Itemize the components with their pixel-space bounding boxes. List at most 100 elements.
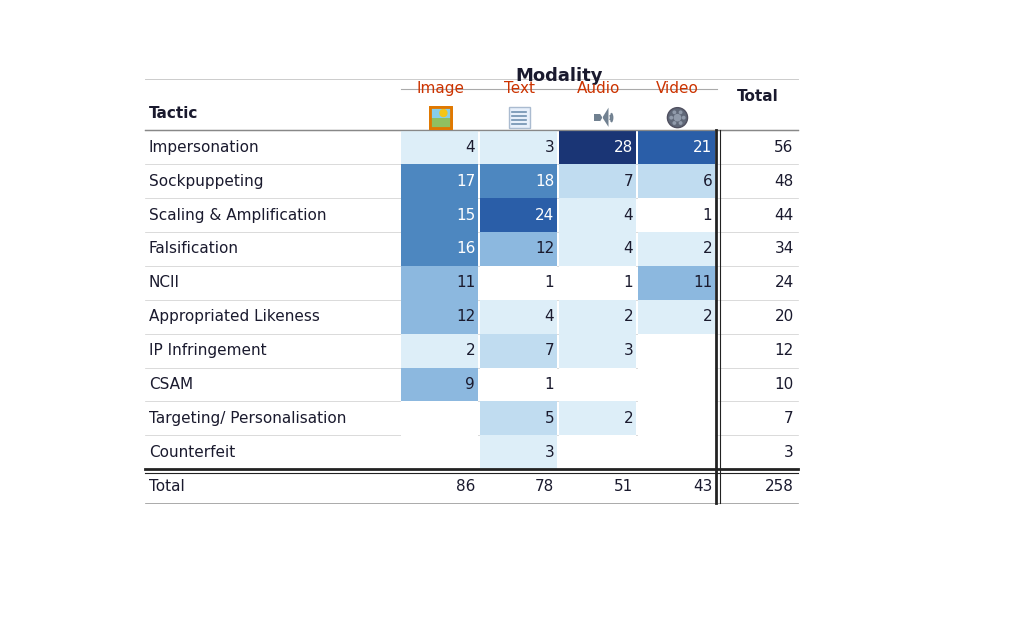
Circle shape bbox=[679, 110, 683, 114]
Text: Targeting/ Personalisation: Targeting/ Personalisation bbox=[148, 411, 346, 426]
Bar bbox=[638, 232, 716, 266]
Text: 2: 2 bbox=[624, 309, 633, 324]
Bar bbox=[638, 436, 716, 469]
Bar bbox=[559, 300, 636, 333]
Text: 6: 6 bbox=[702, 174, 713, 189]
Bar bbox=[480, 198, 557, 232]
Text: 12: 12 bbox=[456, 309, 475, 324]
Bar bbox=[430, 107, 451, 118]
Text: 4: 4 bbox=[624, 207, 633, 223]
Bar bbox=[509, 107, 529, 128]
Text: 86: 86 bbox=[456, 479, 475, 494]
Text: 1: 1 bbox=[624, 275, 633, 290]
Bar bbox=[638, 368, 716, 401]
Text: Video: Video bbox=[656, 81, 699, 96]
Text: 5: 5 bbox=[545, 411, 554, 426]
Bar bbox=[400, 266, 478, 300]
Bar bbox=[400, 198, 478, 232]
Text: 3: 3 bbox=[545, 140, 554, 155]
Bar bbox=[400, 131, 478, 164]
Text: Appropriated Likeness: Appropriated Likeness bbox=[148, 309, 319, 324]
Bar bbox=[400, 164, 478, 198]
Text: Image: Image bbox=[417, 81, 464, 96]
Text: 28: 28 bbox=[614, 140, 633, 155]
Bar bbox=[400, 232, 478, 266]
Text: 3: 3 bbox=[545, 444, 554, 460]
Text: 24: 24 bbox=[535, 207, 554, 223]
Circle shape bbox=[673, 110, 676, 114]
Bar bbox=[559, 401, 636, 436]
Bar bbox=[559, 232, 636, 266]
Text: 1: 1 bbox=[545, 275, 554, 290]
Bar bbox=[559, 198, 636, 232]
Circle shape bbox=[670, 116, 673, 120]
Text: 7: 7 bbox=[545, 343, 554, 358]
Bar bbox=[430, 118, 451, 128]
Bar bbox=[400, 300, 478, 333]
Text: 17: 17 bbox=[456, 174, 475, 189]
FancyBboxPatch shape bbox=[430, 107, 451, 128]
Text: 24: 24 bbox=[774, 275, 794, 290]
Text: IP Infringement: IP Infringement bbox=[148, 343, 266, 358]
Circle shape bbox=[674, 114, 681, 122]
Text: 21: 21 bbox=[693, 140, 713, 155]
Bar bbox=[480, 333, 557, 368]
Text: 258: 258 bbox=[765, 479, 794, 494]
Bar bbox=[480, 131, 557, 164]
Bar bbox=[480, 164, 557, 198]
Text: 34: 34 bbox=[774, 242, 794, 256]
Bar bbox=[638, 198, 716, 232]
Bar bbox=[559, 164, 636, 198]
Text: Text: Text bbox=[504, 81, 535, 96]
Text: 7: 7 bbox=[624, 174, 633, 189]
Circle shape bbox=[673, 121, 676, 125]
Text: Total: Total bbox=[148, 479, 184, 494]
Circle shape bbox=[682, 116, 686, 120]
Text: 12: 12 bbox=[774, 343, 794, 358]
Text: 78: 78 bbox=[535, 479, 554, 494]
Text: 1: 1 bbox=[702, 207, 713, 223]
Circle shape bbox=[679, 121, 683, 125]
Text: Impersonation: Impersonation bbox=[148, 140, 259, 155]
Text: Modality: Modality bbox=[515, 67, 603, 86]
Bar bbox=[480, 368, 557, 401]
Text: 4: 4 bbox=[545, 309, 554, 324]
Text: Audio: Audio bbox=[577, 81, 621, 96]
Text: 3: 3 bbox=[624, 343, 633, 358]
Bar bbox=[638, 300, 716, 333]
Bar bbox=[638, 401, 716, 436]
Text: 43: 43 bbox=[693, 479, 713, 494]
Text: 20: 20 bbox=[774, 309, 794, 324]
Text: 4: 4 bbox=[466, 140, 475, 155]
Text: 15: 15 bbox=[456, 207, 475, 223]
Bar bbox=[400, 368, 478, 401]
Bar bbox=[400, 333, 478, 368]
Bar bbox=[400, 401, 478, 436]
Text: 18: 18 bbox=[535, 174, 554, 189]
Bar bbox=[559, 368, 636, 401]
Text: 4: 4 bbox=[624, 242, 633, 256]
Bar bbox=[638, 266, 716, 300]
Bar bbox=[559, 131, 636, 164]
Text: 12: 12 bbox=[535, 242, 554, 256]
Text: Scaling & Amplification: Scaling & Amplification bbox=[148, 207, 327, 223]
Bar bbox=[559, 436, 636, 469]
Text: 2: 2 bbox=[466, 343, 475, 358]
Text: 3: 3 bbox=[784, 444, 794, 460]
Text: CSAM: CSAM bbox=[148, 377, 194, 392]
Bar bbox=[480, 401, 557, 436]
Bar bbox=[480, 300, 557, 333]
Text: 11: 11 bbox=[693, 275, 713, 290]
Bar bbox=[638, 164, 716, 198]
Bar bbox=[559, 266, 636, 300]
Circle shape bbox=[668, 108, 687, 127]
Text: Tactic: Tactic bbox=[148, 106, 199, 120]
Bar bbox=[638, 333, 716, 368]
Bar bbox=[480, 232, 557, 266]
Bar bbox=[594, 114, 600, 120]
Bar bbox=[480, 266, 557, 300]
Polygon shape bbox=[600, 108, 608, 127]
Text: 51: 51 bbox=[614, 479, 633, 494]
Text: 10: 10 bbox=[774, 377, 794, 392]
Text: 44: 44 bbox=[774, 207, 794, 223]
